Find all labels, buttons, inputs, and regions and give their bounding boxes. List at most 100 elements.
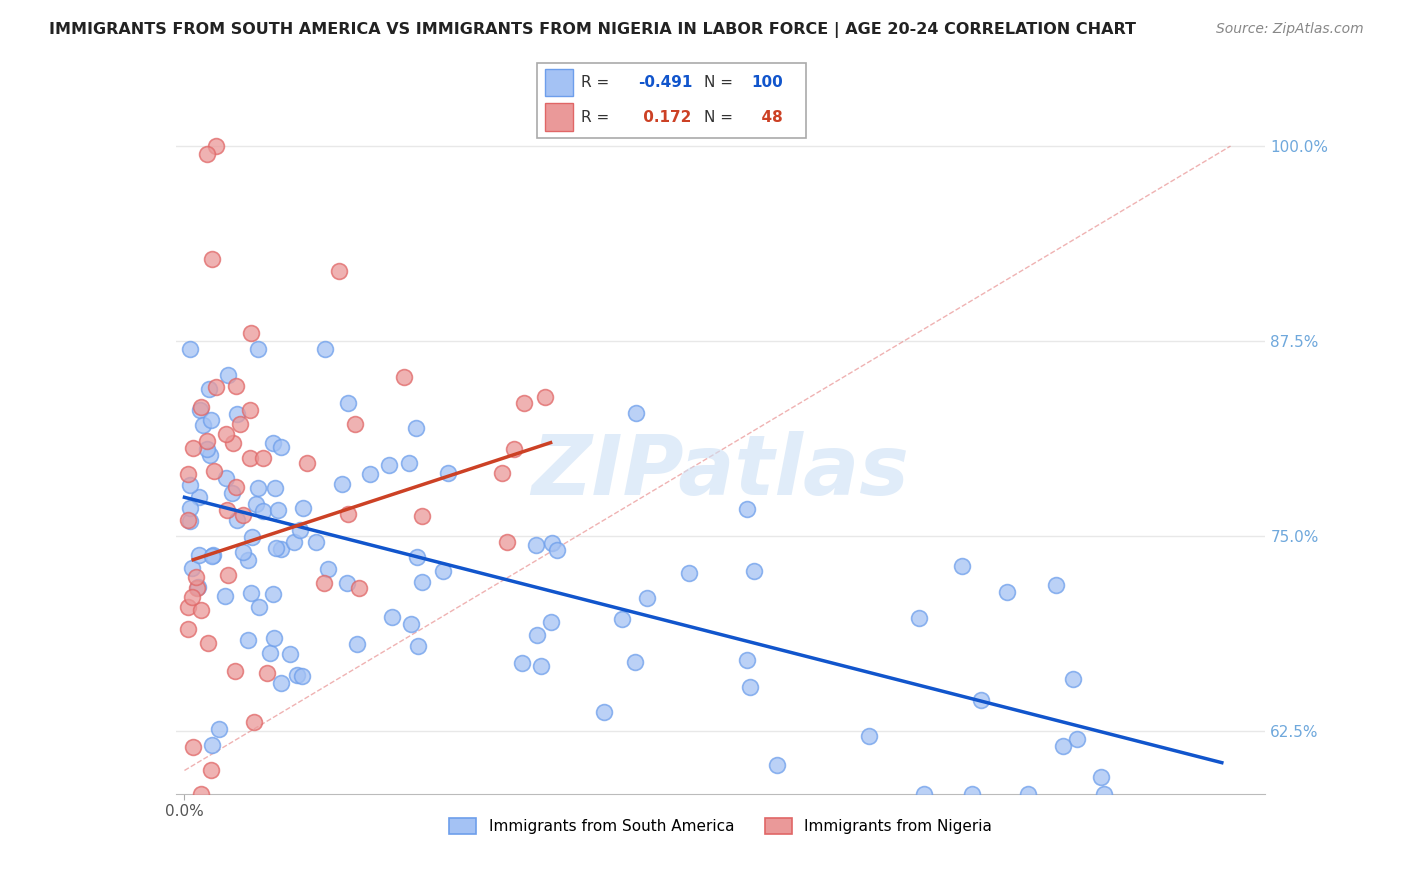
Point [1017, 787, 1039, 801]
Point [623, 655, 645, 669]
Point [510, 657, 533, 671]
Point [392, 370, 415, 384]
Point [177, 599, 200, 614]
Point [214, 589, 236, 603]
Point [181, 739, 204, 754]
Point [200, 413, 222, 427]
Point [858, 729, 880, 743]
Point [262, 436, 284, 450]
Point [229, 417, 252, 431]
Text: N =: N = [704, 110, 734, 125]
Bar [546, 103, 572, 130]
Point [346, 637, 368, 651]
Point [217, 503, 239, 517]
Point [270, 675, 292, 690]
Point [593, 705, 616, 719]
Point [236, 553, 259, 567]
Point [612, 612, 634, 626]
Point [179, 477, 201, 491]
Point [202, 549, 225, 563]
Point [405, 421, 427, 435]
Point [491, 466, 513, 480]
Point [678, 566, 700, 580]
Point [283, 535, 305, 549]
Point [259, 646, 281, 660]
Point [1092, 787, 1115, 801]
Point [204, 380, 226, 394]
Point [314, 576, 336, 591]
Point [200, 764, 222, 778]
Point [336, 575, 359, 590]
Point [1052, 739, 1074, 753]
Point [742, 564, 765, 578]
Text: N =: N = [704, 75, 734, 90]
Point [278, 647, 301, 661]
Point [263, 631, 285, 645]
Point [239, 403, 262, 417]
Point [1045, 578, 1067, 592]
Point [181, 441, 204, 455]
Bar [546, 69, 572, 95]
Point [179, 342, 201, 356]
Point [540, 615, 562, 629]
Point [737, 501, 759, 516]
Point [960, 787, 983, 801]
Point [177, 622, 200, 636]
Point [198, 448, 221, 462]
Point [201, 252, 224, 266]
Text: ZIPatlas: ZIPatlas [531, 431, 910, 512]
Point [432, 564, 454, 578]
Point [252, 504, 274, 518]
Point [222, 436, 245, 450]
Point [406, 639, 429, 653]
Point [195, 146, 218, 161]
Point [291, 668, 314, 682]
Point [995, 584, 1018, 599]
Point [636, 591, 658, 605]
Point [1062, 672, 1084, 686]
Point [264, 481, 287, 495]
Point [232, 545, 254, 559]
Point [330, 477, 353, 491]
Point [205, 139, 228, 153]
Point [347, 581, 370, 595]
Point [190, 787, 212, 801]
Point [193, 417, 215, 432]
Point [195, 434, 218, 449]
Point [1090, 770, 1112, 784]
Point [181, 560, 204, 574]
FancyBboxPatch shape [537, 63, 806, 137]
Point [208, 722, 231, 736]
Point [398, 457, 420, 471]
Point [236, 633, 259, 648]
Point [177, 513, 200, 527]
Point [186, 580, 208, 594]
Point [912, 787, 935, 801]
Point [624, 406, 647, 420]
Point [436, 467, 458, 481]
Point [328, 264, 350, 278]
Point [245, 497, 267, 511]
Point [530, 658, 553, 673]
Point [411, 508, 433, 523]
Point [197, 636, 219, 650]
Point [232, 508, 254, 523]
Text: 100: 100 [751, 75, 783, 90]
Text: IMMIGRANTS FROM SOUTH AMERICA VS IMMIGRANTS FROM NIGERIA IN LABOR FORCE | AGE 20: IMMIGRANTS FROM SOUTH AMERICA VS IMMIGRA… [49, 22, 1136, 38]
Point [247, 481, 270, 495]
Point [215, 471, 238, 485]
Point [1066, 731, 1088, 746]
Point [190, 400, 212, 414]
Point [970, 692, 993, 706]
Point [314, 342, 336, 356]
Text: 48: 48 [751, 110, 783, 125]
Point [190, 603, 212, 617]
Point [411, 574, 433, 589]
Point [240, 326, 263, 341]
Point [502, 442, 524, 456]
Point [270, 541, 292, 556]
Point [377, 458, 399, 473]
Point [512, 395, 534, 409]
Point [221, 486, 243, 500]
Point [226, 513, 249, 527]
